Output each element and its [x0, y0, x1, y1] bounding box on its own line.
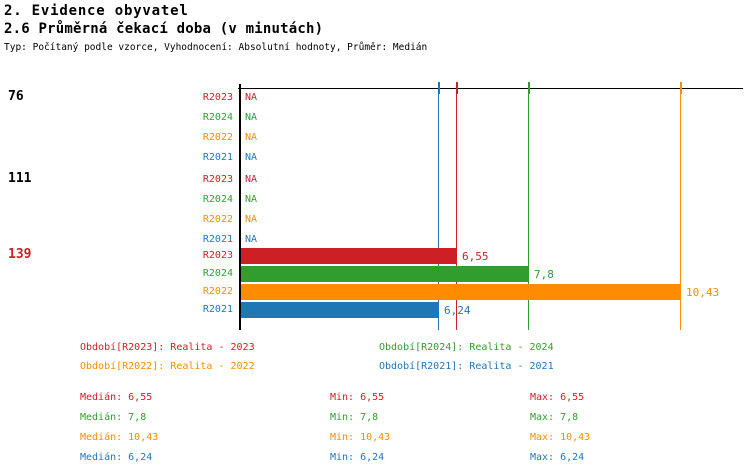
year-label: R2023: [202, 174, 233, 185]
ref-line-r2021: [438, 82, 439, 330]
group-label-111: 111: [8, 171, 32, 186]
bar-value-label: 7,8: [534, 268, 554, 281]
axis-tick-r2024: [528, 82, 530, 94]
bar-r2021: [241, 302, 438, 318]
year-label: R2022: [202, 214, 233, 225]
ref-line-r2024: [528, 82, 529, 330]
chart-meta-line: Typ: Počítaný podle vzorce, Vyhodnocení:…: [4, 42, 428, 53]
group-label-139: 139: [8, 247, 32, 262]
stat-median-r2023: Medián: 6,55: [80, 392, 153, 403]
bar-r2022: [241, 284, 680, 300]
stat-min-r2021: Min: 6,24: [330, 452, 385, 463]
stat-min-r2024: Min: 7,8: [330, 412, 379, 423]
year-label: R2023: [202, 92, 233, 103]
na-value: NA: [245, 214, 258, 225]
year-label: R2021: [202, 234, 233, 245]
year-label: R2023: [202, 250, 233, 261]
bar-r2023: [241, 248, 456, 264]
ref-line-r2022: [680, 82, 681, 330]
year-label: R2024: [202, 112, 233, 123]
axis-tick-r2023: [456, 82, 458, 94]
page-title: 2. Evidence obyvatel: [4, 3, 189, 19]
stat-median-r2021: Medián: 6,24: [80, 452, 153, 463]
stat-max-r2024: Max: 7,8: [530, 412, 579, 423]
stat-max-r2023: Max: 6,55: [530, 392, 585, 403]
legend-item-r2023: Období[R2023]: Realita - 2023: [80, 342, 255, 353]
bar-value-label: 10,43: [686, 286, 720, 299]
stat-max-r2021: Max: 6,24: [530, 452, 585, 463]
year-label: R2024: [202, 194, 233, 205]
stat-max-r2022: Max: 10,43: [530, 432, 591, 443]
na-value: NA: [245, 132, 258, 143]
axis-tick-r2022: [680, 82, 682, 94]
bar-value-label: 6,24: [444, 304, 471, 317]
stat-min-r2023: Min: 6,55: [330, 392, 385, 403]
stat-median-r2024: Medián: 7,8: [80, 412, 147, 423]
x-axis-line: [238, 88, 743, 89]
stat-min-r2022: Min: 10,43: [330, 432, 391, 443]
y-axis-line: [239, 84, 241, 330]
na-value: NA: [245, 194, 258, 205]
ref-line-r2023: [456, 82, 457, 330]
group-label-76: 76: [8, 89, 24, 104]
na-value: NA: [245, 174, 258, 185]
legend-item-r2022: Období[R2022]: Realita - 2022: [80, 361, 255, 372]
bar-r2024: [241, 266, 528, 282]
year-label: R2022: [202, 286, 233, 297]
legend-item-r2024: Období[R2024]: Realita - 2024: [379, 342, 554, 353]
stat-median-r2022: Medián: 10,43: [80, 432, 159, 443]
chart-title: 2.6 Průměrná čekací doba (v minutách): [4, 21, 324, 37]
year-label: R2022: [202, 132, 233, 143]
na-value: NA: [245, 234, 258, 245]
na-value: NA: [245, 92, 258, 103]
na-value: NA: [245, 112, 258, 123]
legend-item-r2021: Období[R2021]: Realita - 2021: [379, 361, 554, 372]
year-label: R2021: [202, 152, 233, 163]
year-label: R2024: [202, 268, 233, 279]
axis-tick-r2021: [438, 82, 440, 94]
year-label: R2021: [202, 304, 233, 315]
na-value: NA: [245, 152, 258, 163]
bar-value-label: 6,55: [462, 250, 489, 263]
